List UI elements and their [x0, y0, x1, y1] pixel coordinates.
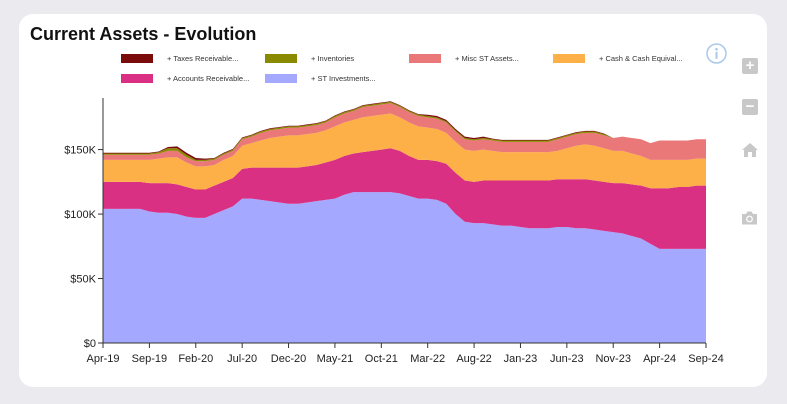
legend-item-accounts-receivable[interactable]: + Accounts Receivable... — [121, 74, 249, 83]
legend-item-inventories[interactable]: + Inventories — [265, 54, 354, 63]
info-icon[interactable] — [706, 43, 727, 64]
x-tick-label: Jun-23 — [550, 353, 584, 365]
x-tick-label: Dec-20 — [271, 353, 306, 365]
legend-swatch — [121, 74, 153, 83]
y-tick-label: $0 — [84, 338, 96, 350]
legend-swatch — [553, 54, 585, 63]
chart-title: Current Assets - Evolution — [30, 24, 257, 44]
legend-label: + Cash & Cash Equival... — [599, 54, 683, 63]
y-tick-label: $50K — [70, 274, 96, 286]
legend-swatch — [265, 74, 297, 83]
area-series-accounts-receivable[interactable] — [103, 148, 706, 249]
x-tick-label: Jan-23 — [504, 353, 538, 365]
x-tick-label: Apr-19 — [86, 353, 119, 365]
legend-item-taxes-receivable[interactable]: + Taxes Receivable... — [121, 54, 238, 63]
zoom-out-button[interactable]: − — [742, 99, 758, 115]
legend-label: + Misc ST Assets... — [455, 54, 519, 63]
legend-swatch — [409, 54, 441, 63]
legend-label: + Taxes Receivable... — [167, 54, 239, 63]
legend-item-cash-cash-equival[interactable]: + Cash & Cash Equival... — [553, 54, 683, 63]
home-icon[interactable] — [741, 142, 759, 158]
y-tick-label: $150K — [64, 145, 96, 157]
x-tick-label: Sep-24 — [688, 353, 723, 365]
x-tick-label: Aug-22 — [456, 353, 491, 365]
area-series-st-investments[interactable] — [103, 192, 706, 343]
x-tick-label: Nov-23 — [595, 353, 630, 365]
legend-label: + Inventories — [311, 54, 355, 63]
x-tick-label: Jul-20 — [227, 353, 257, 365]
legend-swatch — [121, 54, 153, 63]
x-tick-label: Oct-21 — [365, 353, 398, 365]
legend-item-st-investments[interactable]: + ST Investments... — [265, 74, 376, 83]
x-tick-label: Feb-20 — [178, 353, 213, 365]
zoom-in-button[interactable]: + — [742, 58, 758, 74]
x-tick-label: May-21 — [317, 353, 354, 365]
x-tick-label: Mar-22 — [410, 353, 445, 365]
x-tick-label: Apr-24 — [643, 353, 676, 365]
area-series-cash-cash-equival[interactable] — [103, 113, 706, 190]
legend-item-misc-st-assets[interactable]: + Misc ST Assets... — [409, 54, 519, 63]
legend-swatch — [265, 54, 297, 63]
camera-icon[interactable] — [740, 210, 759, 226]
legend-label: + Accounts Receivable... — [167, 74, 250, 83]
y-tick-label: $100K — [64, 209, 96, 221]
area-series-misc-st-assets[interactable] — [103, 103, 706, 167]
x-tick-label: Sep-19 — [132, 353, 167, 365]
legend-label: + ST Investments... — [311, 74, 376, 83]
